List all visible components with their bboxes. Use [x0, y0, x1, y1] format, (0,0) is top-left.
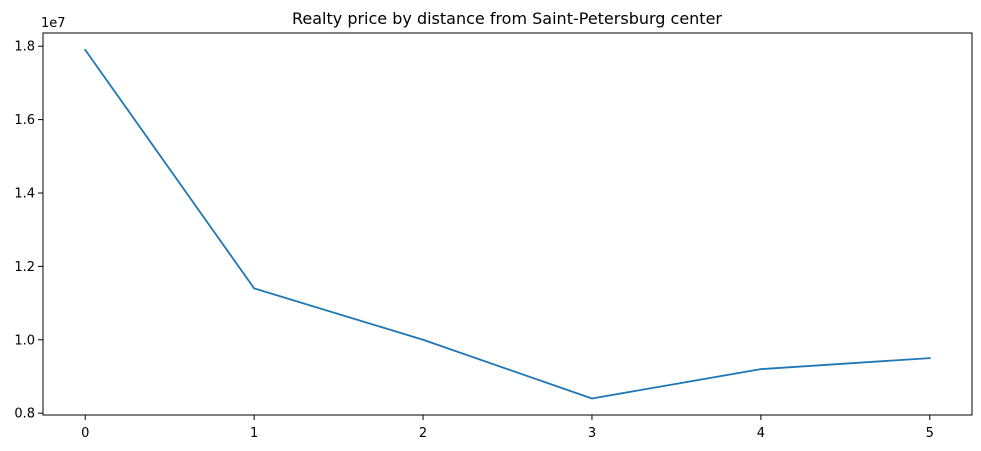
y-tick-label: 1.2	[14, 260, 35, 275]
y-tick-label: 1.8	[14, 40, 35, 55]
x-tick-label: 4	[757, 426, 765, 441]
x-tick-label: 5	[926, 426, 934, 441]
y-tick-label: 1.4	[14, 186, 35, 201]
x-tick-label: 3	[588, 426, 596, 441]
y-tick-label: 1.0	[14, 333, 35, 348]
data-point	[422, 338, 424, 341]
data-point	[84, 48, 87, 51]
data-point	[928, 357, 931, 360]
data-point	[591, 397, 593, 400]
series-line	[84, 48, 931, 400]
x-tick-label: 0	[81, 426, 89, 441]
axes-frame	[42, 32, 973, 416]
y-axis-offset-label: 1e7	[41, 16, 66, 31]
data-point	[253, 287, 256, 290]
plot-area: 0 1 2 3 4 5 0.8 1.0 1.2 1.4 1.6 1.8	[14, 32, 973, 441]
chart-title: Realty price by distance from Saint-Pete…	[292, 9, 722, 28]
y-tick-label: 0.8	[14, 407, 35, 422]
y-tick-label: 1.6	[14, 113, 35, 128]
data-point	[759, 368, 762, 371]
x-tick-label: 1	[250, 426, 258, 441]
x-tick-label: 2	[419, 426, 427, 441]
